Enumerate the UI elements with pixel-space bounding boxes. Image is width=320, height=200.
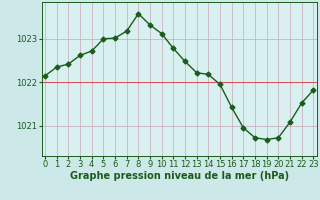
X-axis label: Graphe pression niveau de la mer (hPa): Graphe pression niveau de la mer (hPa): [70, 171, 289, 181]
